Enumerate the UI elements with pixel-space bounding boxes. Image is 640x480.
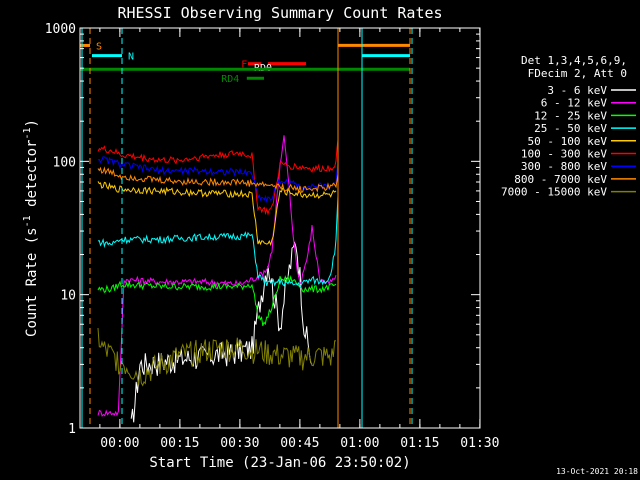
series-line-5 [97, 181, 337, 247]
flag-label-1: S [96, 41, 102, 52]
legend-label-4: 25 - 50 keV [534, 122, 607, 135]
flag-label-6: RD4 [221, 74, 239, 85]
flag-label-3: F [241, 60, 247, 71]
series-layer [97, 135, 339, 423]
legend-header-1: Det 1,3,4,5,6,9, [521, 54, 627, 67]
series-line-9 [97, 327, 337, 387]
x-tick-label-6: 01:15 [400, 436, 439, 451]
series-line-2 [97, 135, 337, 417]
legend: Det 1,3,4,5,6,9,FDecim 2, Att 0 3 - 6 keV… [501, 54, 636, 199]
series-line-6 [97, 139, 339, 216]
series-line-8 [97, 166, 339, 194]
y-axis-title-part-2: detector [24, 140, 40, 216]
x-tick-label-4: 00:45 [280, 436, 319, 451]
legend-label-8: 800 - 7000 keV [514, 173, 607, 186]
generation-timestamp: 13-Oct-2021 20:18 [556, 467, 638, 476]
y-tick-label-4: 1000 [45, 22, 76, 37]
x-tick-label-5: 01:00 [340, 436, 379, 451]
legend-label-1: 3 - 6 keV [547, 84, 607, 97]
x-axis-title: Start Time (23-Jan-06 23:50:02) [149, 455, 410, 471]
x-tick-label-1: 00:00 [100, 436, 139, 451]
series-line-3 [97, 274, 337, 327]
x-tick-label-2: 00:15 [160, 436, 199, 451]
legend-label-6: 100 - 300 keV [521, 148, 607, 161]
data-flags-layer: SNFRD0RD4 [80, 41, 410, 85]
y-tick-label-2: 10 [60, 289, 76, 304]
x-axis-ticks: 00:00 00:15 00:30 00:45 01:00 01:15 01:30 [99, 28, 499, 451]
y-axis-ticks: 1 10 100 1000 [45, 22, 480, 437]
legend-label-3: 12 - 25 keV [534, 109, 607, 122]
legend-label-2: 6 - 12 keV [541, 97, 608, 110]
y-axis-title: Count Rate (s-1 detector-1) [22, 119, 40, 337]
legend-label-9: 7000 - 15000 keV [501, 186, 607, 199]
y-axis-title-exp-1: -1 [22, 215, 33, 227]
series-line-7 [97, 156, 339, 204]
legend-label-7: 300 - 800 keV [521, 160, 607, 173]
y-tick-label-1: 1 [68, 422, 76, 437]
x-tick-label-3: 00:30 [220, 436, 259, 451]
legend-header-2: FDecim 2, Att 0 [528, 67, 627, 80]
time-markers-layer [81, 28, 413, 428]
legend-label-5: 50 - 100 keV [528, 135, 608, 148]
y-axis-title-exp-2: -1 [22, 127, 33, 139]
x-tick-label-7: 01:30 [460, 436, 499, 451]
series-line-4 [97, 195, 339, 289]
y-axis-title-part-1: Count Rate (s [24, 227, 40, 337]
flag-label-2: N [128, 52, 134, 63]
y-tick-label-3: 100 [53, 155, 76, 170]
y-axis-title-part-3: ) [24, 119, 40, 127]
chart-title: RHESSI Observing Summary Count Rates [117, 4, 442, 22]
